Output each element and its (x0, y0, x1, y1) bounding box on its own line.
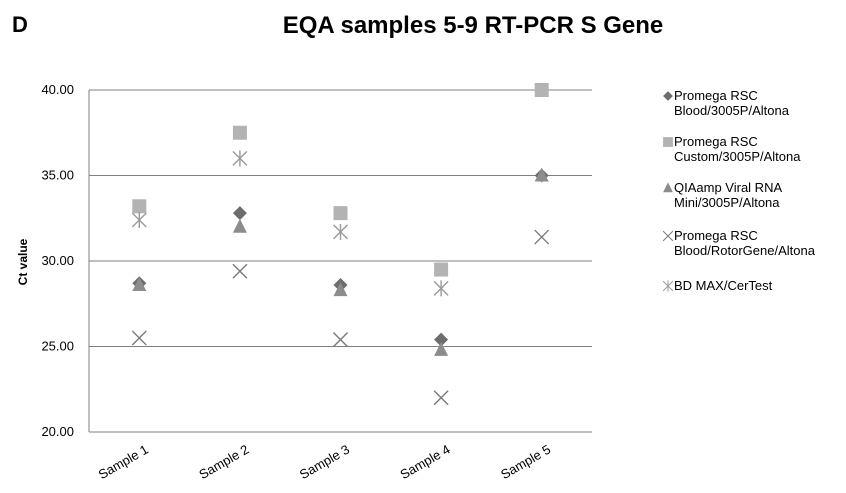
data-point (131, 211, 147, 228)
legend-marker (662, 280, 674, 292)
data-points (131, 83, 550, 406)
legend-label: Custom/3005P/Altona (674, 149, 801, 164)
data-point (132, 276, 147, 291)
data-point (333, 223, 348, 240)
legend-marker (663, 91, 673, 101)
legend-marker (663, 182, 673, 193)
data-point (232, 218, 247, 233)
legend-label: QIAamp Viral RNA (674, 180, 782, 195)
x-tick-label: Sample 3 (297, 442, 352, 482)
y-tick-label: 40.00 (41, 82, 74, 97)
legend-label: BD MAX/CerTest (674, 278, 773, 293)
x-tick-label: Sample 1 (96, 442, 151, 482)
data-point (333, 282, 348, 297)
data-point (232, 263, 248, 279)
legend-marker (662, 230, 674, 242)
x-tick-label: Sample 2 (196, 442, 251, 482)
data-point (132, 199, 147, 214)
data-point (433, 390, 449, 406)
x-axis-ticks: Sample 1 Sample 2 Sample 3 Sample 4 Sample 5 (96, 442, 553, 482)
chart-title: EQA samples 5-9 RT-PCR S Gene (282, 12, 664, 39)
data-point (534, 83, 549, 97)
data-point (434, 332, 449, 347)
legend-label: Mini/3005P/Altona (674, 195, 780, 210)
data-point (333, 206, 348, 221)
legend-label: Promega RSC (674, 228, 758, 243)
data-point (333, 332, 348, 348)
data-point (232, 125, 247, 140)
panel-letter: D (12, 12, 28, 37)
data-point (131, 330, 147, 346)
y-axis-ticks: 20.00 25.00 30.00 35.00 40.00 (41, 82, 74, 439)
data-point (434, 341, 449, 356)
legend-label: Blood/3005P/Altona (674, 103, 790, 118)
y-axis-label: Ct value (16, 238, 30, 285)
legend-marker (663, 137, 673, 147)
gridlines (88, 89, 592, 433)
data-point (232, 150, 248, 167)
y-tick-label: 35.00 (41, 168, 74, 183)
y-tick-label: 30.00 (41, 253, 74, 268)
data-point (534, 167, 549, 182)
y-tick-label: 25.00 (41, 339, 74, 354)
data-point (434, 262, 449, 277)
legend-label: Promega RSC (674, 88, 758, 103)
legend-label: Promega RSC (674, 134, 758, 149)
y-tick-label: 20.00 (41, 424, 74, 439)
x-tick-label: Sample 5 (498, 442, 553, 482)
data-point (232, 206, 247, 221)
legend-label: Blood/RotorGene/Altona (674, 243, 816, 258)
data-point (534, 229, 550, 245)
legend-item: BD MAX/CerTest (662, 278, 773, 293)
x-tick-label: Sample 4 (398, 442, 453, 482)
data-point (433, 280, 449, 297)
